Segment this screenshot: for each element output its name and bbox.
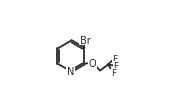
Text: O: O (88, 58, 96, 68)
Text: Br: Br (79, 35, 90, 45)
Text: F: F (112, 54, 117, 63)
Text: F: F (111, 68, 116, 77)
Text: N: N (67, 67, 74, 77)
Text: F: F (113, 61, 118, 70)
